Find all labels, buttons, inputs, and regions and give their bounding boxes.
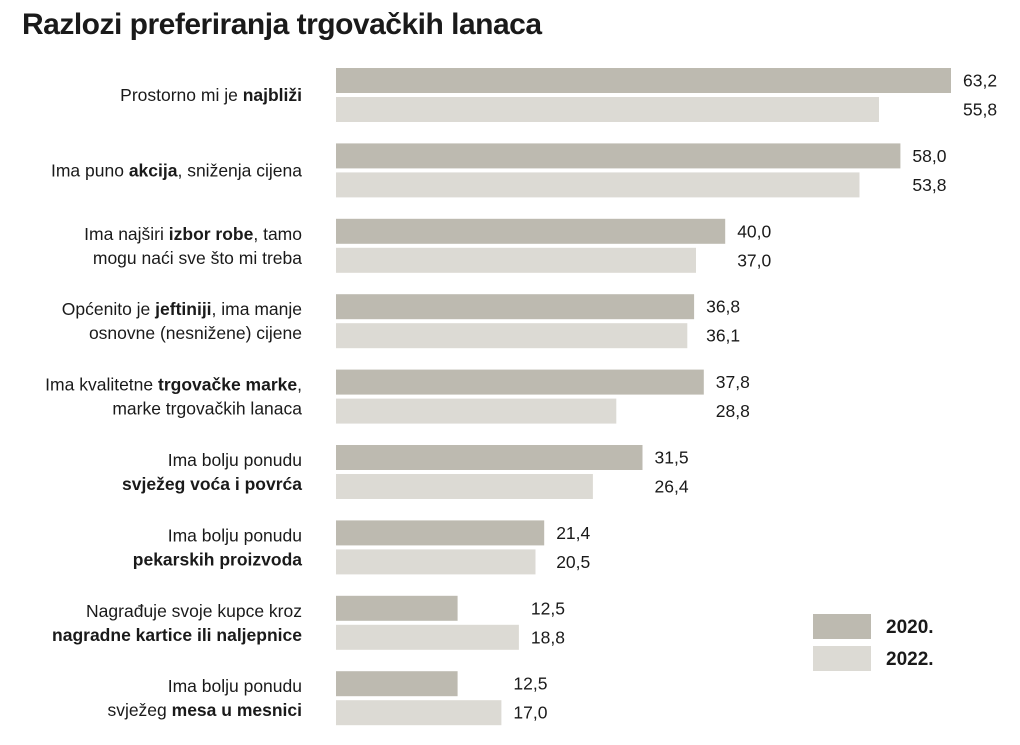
value-label: 12,5: [531, 598, 565, 618]
bar-2022: [336, 398, 617, 424]
bar-2022: [336, 247, 696, 273]
category-label: Ima bolju ponudu: [168, 525, 302, 545]
legend-swatch: [813, 614, 871, 639]
value-label: 28,8: [716, 401, 750, 421]
value-label: 37,0: [737, 250, 771, 270]
bar-2022: [336, 474, 593, 499]
legend-label: 2022.: [886, 649, 934, 670]
value-label: 20,5: [556, 552, 590, 572]
bar-group: 36,8 36,1 Općenito je jeftiniji, ima manje…: [62, 294, 740, 349]
bar-2022: [336, 700, 502, 726]
value-label: 31,5: [655, 448, 689, 468]
bar-2022: [336, 172, 860, 198]
chart-title: Razlozi preferiranja trgovačkih lanaca: [22, 8, 542, 41]
value-label: 26,4: [655, 477, 689, 497]
bar-2020: [336, 445, 643, 470]
value-label: 40,0: [737, 221, 771, 241]
category-label: mogu naći sve što mi treba: [93, 248, 302, 268]
legend-label: 2020.: [886, 617, 934, 638]
bar-2022: [336, 97, 879, 122]
value-label: 17,0: [513, 703, 547, 723]
value-label: 58,0: [912, 146, 946, 166]
value-label: 63,2: [963, 71, 997, 91]
category-label: Prostorno mi je najbliži: [120, 85, 302, 105]
category-label: osnovne (nesnižene) cijene: [89, 323, 302, 343]
legend: 2020. 2022.: [813, 614, 934, 671]
bar-2022: [336, 624, 519, 650]
value-label: 36,8: [706, 297, 740, 317]
value-label: 18,8: [531, 627, 565, 647]
category-label: Ima kvalitetne trgovačke marke,: [45, 375, 302, 395]
bar-group: 31,5 26,4 Ima bolju ponudu svježeg voća i p…: [122, 445, 689, 499]
bar-group: 58,0 53,8 Ima puno akcija, sniženja cijena: [51, 143, 947, 198]
bar-group: 40,0 37,0 Ima najširi izbor robe, tamo mogu…: [84, 218, 772, 273]
bar-2020: [336, 143, 901, 169]
category-label: Nagrađuje svoje kupce kroz: [86, 601, 302, 621]
value-label: 36,1: [706, 326, 740, 346]
category-label: svježeg mesa u mesnici: [107, 700, 302, 720]
value-label: 21,4: [556, 523, 590, 543]
bar-group: 12,5 17,0 Ima bolju ponudu svježeg mesa u m…: [107, 671, 548, 726]
value-label: 55,8: [963, 100, 997, 120]
bar-group: 12,5 18,8 Nagrađuje svoje kupce kroz nagrad…: [52, 595, 565, 650]
bar-group: 21,4 20,5 Ima bolju ponudu pekarskih proizv…: [133, 520, 591, 575]
bar-2022: [336, 323, 688, 349]
legend-swatch: [813, 646, 871, 671]
bar-2020: [336, 671, 458, 697]
bar-2020: [336, 369, 704, 395]
category-label: pekarskih proizvoda: [133, 549, 302, 569]
category-label: Ima najširi izbor robe, tamo: [84, 224, 302, 244]
category-label: Ima puno akcija, sniženja cijena: [51, 160, 302, 180]
bar-2020: [336, 520, 545, 546]
bar-2020: [336, 68, 951, 93]
category-label: Ima bolju ponudu: [168, 450, 302, 470]
bar-group: 63,2 55,8 Prostorno mi je najbliži: [120, 68, 997, 122]
bar-2020: [336, 218, 726, 244]
bar-2020: [336, 595, 458, 621]
category-label: Ima bolju ponudu: [168, 676, 302, 696]
value-label: 53,8: [912, 175, 946, 195]
value-label: 12,5: [513, 674, 547, 694]
value-label: 37,8: [716, 372, 750, 392]
category-label: marke trgovačkih lanaca: [112, 399, 302, 419]
bar-2020: [336, 294, 695, 320]
category-label: svježeg voća i povrća: [122, 474, 302, 494]
bar-2022: [336, 549, 536, 575]
bar-group: 37,8 28,8 Ima kvalitetne trgovačke marke, m…: [45, 369, 750, 424]
category-label: nagradne kartice ili naljepnice: [52, 625, 302, 645]
category-label: Općenito je jeftiniji, ima manje: [62, 299, 302, 319]
